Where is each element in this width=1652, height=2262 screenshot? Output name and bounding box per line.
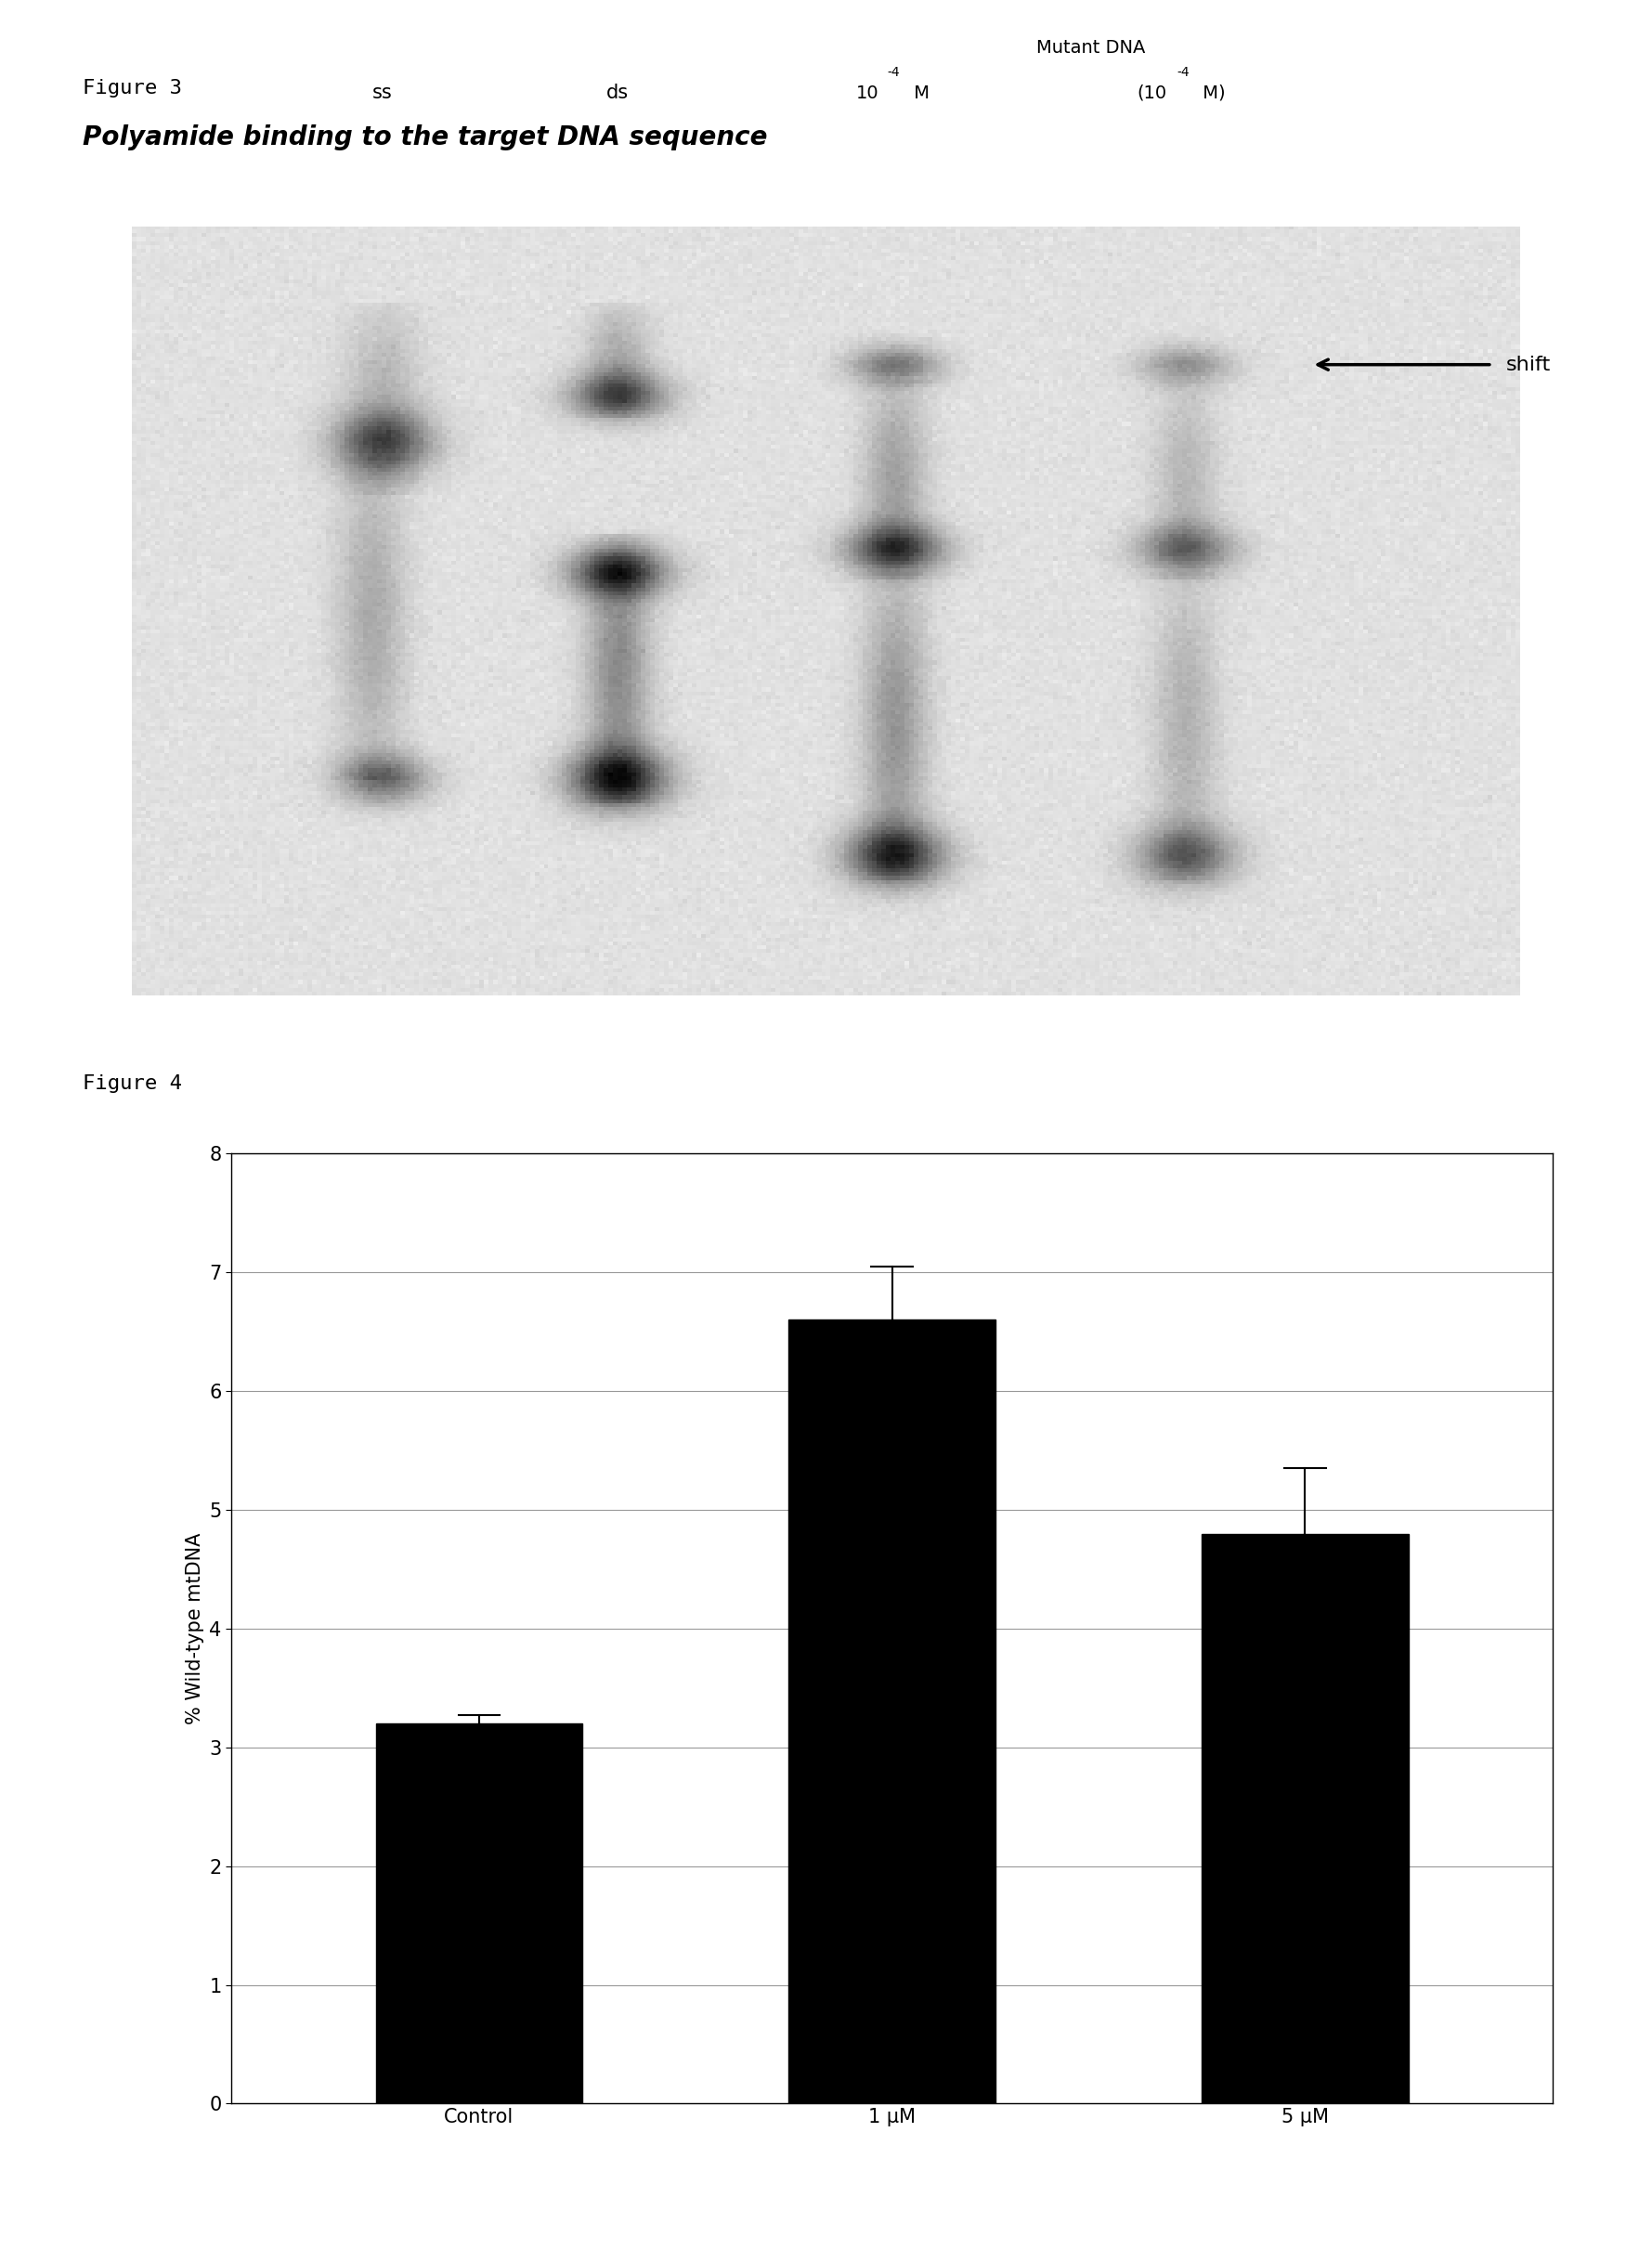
Text: Figure 4: Figure 4 bbox=[83, 1074, 182, 1093]
Y-axis label: % Wild-type mtDNA: % Wild-type mtDNA bbox=[185, 1534, 205, 1724]
Text: ss: ss bbox=[372, 84, 392, 102]
Text: 10: 10 bbox=[856, 84, 879, 102]
Text: shift: shift bbox=[1507, 355, 1551, 373]
Text: Mutant DNA: Mutant DNA bbox=[1036, 38, 1145, 57]
Text: ds: ds bbox=[606, 84, 629, 102]
Text: (10: (10 bbox=[1137, 84, 1166, 102]
Text: Figure 3: Figure 3 bbox=[83, 79, 182, 97]
Bar bbox=[790, 1321, 995, 2104]
Text: -4: -4 bbox=[887, 66, 900, 79]
Bar bbox=[1203, 1534, 1408, 2104]
Text: M): M) bbox=[1196, 84, 1226, 102]
Text: -4: -4 bbox=[1176, 66, 1189, 79]
Text: Polyamide binding to the target DNA sequence: Polyamide binding to the target DNA sequ… bbox=[83, 124, 768, 149]
Bar bbox=[377, 1724, 583, 2104]
Text: M: M bbox=[909, 84, 930, 102]
